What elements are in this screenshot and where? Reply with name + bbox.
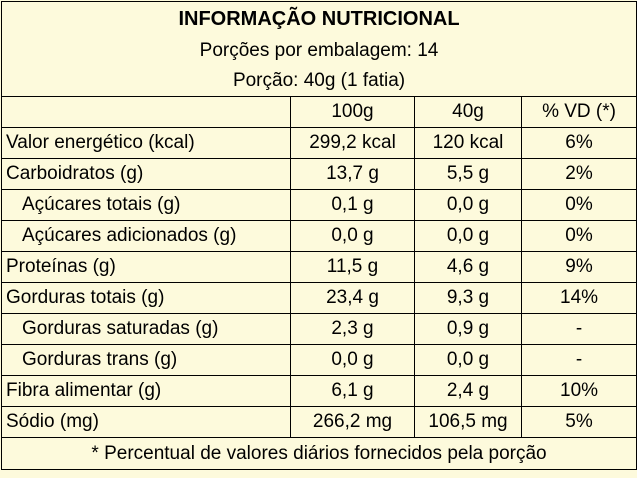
- value-per-100g: 299,2 kcal: [290, 127, 415, 159]
- column-header-serving: 40g: [414, 96, 522, 128]
- value-per-serving: 0,0 g: [414, 189, 522, 221]
- nutrient-label: Açúcares totais (g): [1, 189, 291, 221]
- nutrient-label: Fibra alimentar (g): [1, 375, 291, 407]
- value-per-100g: 23,4 g: [290, 282, 415, 314]
- value-per-100g: 13,7 g: [290, 158, 415, 190]
- table-row: Carboidratos (g) 13,7 g 5,5 g 2%: [1, 158, 637, 190]
- value-per-100g: 0,1 g: [290, 189, 415, 221]
- value-vd: 5%: [520, 406, 637, 438]
- column-header-100g: 100g: [290, 96, 415, 128]
- value-vd: 14%: [520, 282, 637, 314]
- value-vd: -: [520, 344, 637, 376]
- table-row: Gorduras saturadas (g) 2,3 g 0,9 g -: [1, 313, 637, 345]
- table-row: Fibra alimentar (g) 6,1 g 2,4 g 10%: [1, 375, 637, 407]
- value-vd: 9%: [520, 251, 637, 283]
- value-per-100g: 0,0 g: [290, 220, 415, 252]
- nutrient-label: Valor energético (kcal): [1, 127, 291, 159]
- nutrient-label: Gorduras totais (g): [1, 282, 291, 314]
- value-per-serving: 0,9 g: [414, 313, 522, 345]
- value-per-100g: 2,3 g: [290, 313, 415, 345]
- column-header-nutrient: [1, 96, 291, 128]
- table-row: Proteínas (g) 11,5 g 4,6 g 9%: [1, 251, 637, 283]
- value-vd: 6%: [520, 127, 637, 159]
- value-per-serving: 0,0 g: [414, 220, 522, 252]
- table-row: Açúcares adicionados (g) 0,0 g 0,0 g 0%: [1, 220, 637, 252]
- value-per-serving: 106,5 mg: [414, 406, 522, 438]
- value-per-serving: 4,6 g: [414, 251, 522, 283]
- serving-size: Porção: 40g (1 fatia): [0, 66, 637, 97]
- value-per-100g: 11,5 g: [290, 251, 415, 283]
- nutrient-label: Gorduras saturadas (g): [1, 313, 291, 345]
- table-title: INFORMAÇÃO NUTRICIONAL: [0, 1, 637, 36]
- nutrient-label: Gorduras trans (g): [1, 344, 291, 376]
- value-vd: 0%: [520, 220, 637, 252]
- value-vd: 10%: [520, 375, 637, 407]
- nutrient-label: Proteínas (g): [1, 251, 291, 283]
- value-per-serving: 9,3 g: [414, 282, 522, 314]
- table-row: Açúcares totais (g) 0,1 g 0,0 g 0%: [1, 189, 637, 221]
- value-per-100g: 266,2 mg: [290, 406, 415, 438]
- value-vd: 2%: [520, 158, 637, 190]
- servings-per-package: Porções por embalagem: 14: [0, 36, 637, 66]
- value-vd: -: [520, 313, 637, 345]
- nutrient-label: Açúcares adicionados (g): [1, 220, 291, 252]
- column-header-row: 100g 40g % VD (*): [1, 96, 637, 128]
- value-per-serving: 2,4 g: [414, 375, 522, 407]
- value-per-100g: 6,1 g: [290, 375, 415, 407]
- table-row: Sódio (mg) 266,2 mg 106,5 mg 5%: [1, 406, 637, 438]
- table-row: Gorduras totais (g) 23,4 g 9,3 g 14%: [1, 282, 637, 314]
- table-row: Gorduras trans (g) 0,0 g 0,0 g -: [1, 344, 637, 376]
- nutrient-label: Sódio (mg): [1, 406, 291, 438]
- table-row: Valor energético (kcal) 299,2 kcal 120 k…: [1, 127, 637, 159]
- value-per-serving: 120 kcal: [414, 127, 522, 159]
- footnote: * Percentual de valores diários fornecid…: [0, 437, 637, 470]
- nutrient-label: Carboidratos (g): [1, 158, 291, 190]
- value-per-100g: 0,0 g: [290, 344, 415, 376]
- value-per-serving: 5,5 g: [414, 158, 522, 190]
- value-vd: 0%: [520, 189, 637, 221]
- value-per-serving: 0,0 g: [414, 344, 522, 376]
- column-header-vd: % VD (*): [520, 96, 637, 128]
